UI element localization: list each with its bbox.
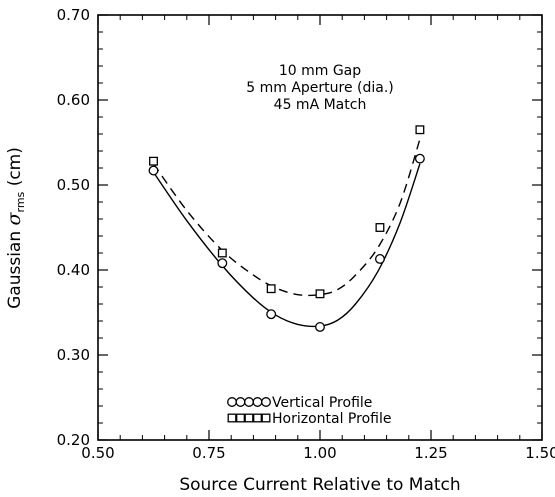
- y-axis-label-suffix: (cm): [5, 147, 25, 192]
- data-point-horizontal: [415, 125, 425, 135]
- y-tick-label: 0.70: [57, 6, 90, 24]
- y-axis-label-sigma: σ: [3, 211, 25, 225]
- y-axis-label-prefix: Gaussian: [5, 225, 25, 308]
- legend-marker-horizontal: [236, 413, 245, 423]
- y-axis-label-subscript: rms: [14, 191, 27, 212]
- fit-curve-horizontal: [152, 138, 421, 297]
- data-point-vertical: [414, 153, 425, 164]
- data-point-vertical: [266, 309, 277, 320]
- y-tick-label: 0.40: [57, 261, 90, 279]
- legend-marker-vertical: [252, 397, 263, 407]
- legend-marker-vertical: [244, 397, 254, 407]
- fit-curves: [152, 138, 421, 328]
- data-point-horizontal: [217, 248, 227, 258]
- data-point-vertical: [315, 322, 325, 332]
- y-tick-label: 0.30: [57, 346, 90, 364]
- legend-marker-horizontal: [253, 413, 262, 423]
- y-tick-label: 0.60: [57, 91, 90, 109]
- legend-markers-vertical: [227, 397, 271, 407]
- x-tick-labels: 0.50 0.75 1.00 1.25 1.50: [81, 444, 555, 462]
- legend-marker-vertical: [235, 397, 246, 407]
- annotation-block: 10 mm Gap 5 mm Aperture (dia.) 45 mA Mat…: [246, 63, 394, 113]
- legend-marker-vertical: [261, 397, 271, 407]
- y-tick-labels: 0.20 0.30 0.40 0.50 0.60 0.70: [57, 6, 90, 449]
- legend-markers-horizontal: [227, 413, 271, 423]
- data-markers: [148, 125, 425, 332]
- legend-marker-vertical: [227, 397, 237, 407]
- x-tick-label: 0.50: [81, 444, 114, 462]
- y-axis-label: Gaussian σrms (cm): [3, 147, 27, 309]
- y-tick-label: 0.20: [57, 431, 90, 449]
- data-point-vertical: [148, 165, 159, 176]
- annotation-aperture: 5 mm Aperture (dia.): [246, 80, 394, 96]
- annotation-gap: 10 mm Gap: [279, 63, 361, 79]
- legend-label-vertical: Vertical Profile: [272, 395, 372, 411]
- data-point-horizontal: [149, 156, 158, 166]
- data-point-horizontal: [315, 289, 325, 299]
- tick-marks: [97, 14, 543, 441]
- legend-marker-horizontal: [227, 413, 237, 423]
- legend-marker-horizontal: [244, 413, 254, 423]
- annotation-match: 45 mA Match: [274, 97, 367, 113]
- x-tick-label: 1.50: [525, 444, 555, 462]
- legend-label-horizontal: Horizontal Profile: [272, 411, 391, 427]
- legend-marker-horizontal: [261, 413, 271, 423]
- data-point-horizontal: [266, 284, 276, 294]
- x-tick-label: 1.00: [303, 444, 336, 462]
- data-point-vertical: [374, 254, 385, 264]
- x-tick-label: 0.75: [192, 444, 225, 462]
- x-axis-label: Source Current Relative to Match: [179, 475, 460, 495]
- legend: Vertical Profile Horizontal Profile: [227, 395, 391, 427]
- y-tick-label: 0.50: [57, 176, 90, 194]
- data-point-vertical: [217, 258, 228, 269]
- data-point-horizontal: [375, 223, 385, 232]
- x-tick-label: 1.25: [414, 444, 447, 462]
